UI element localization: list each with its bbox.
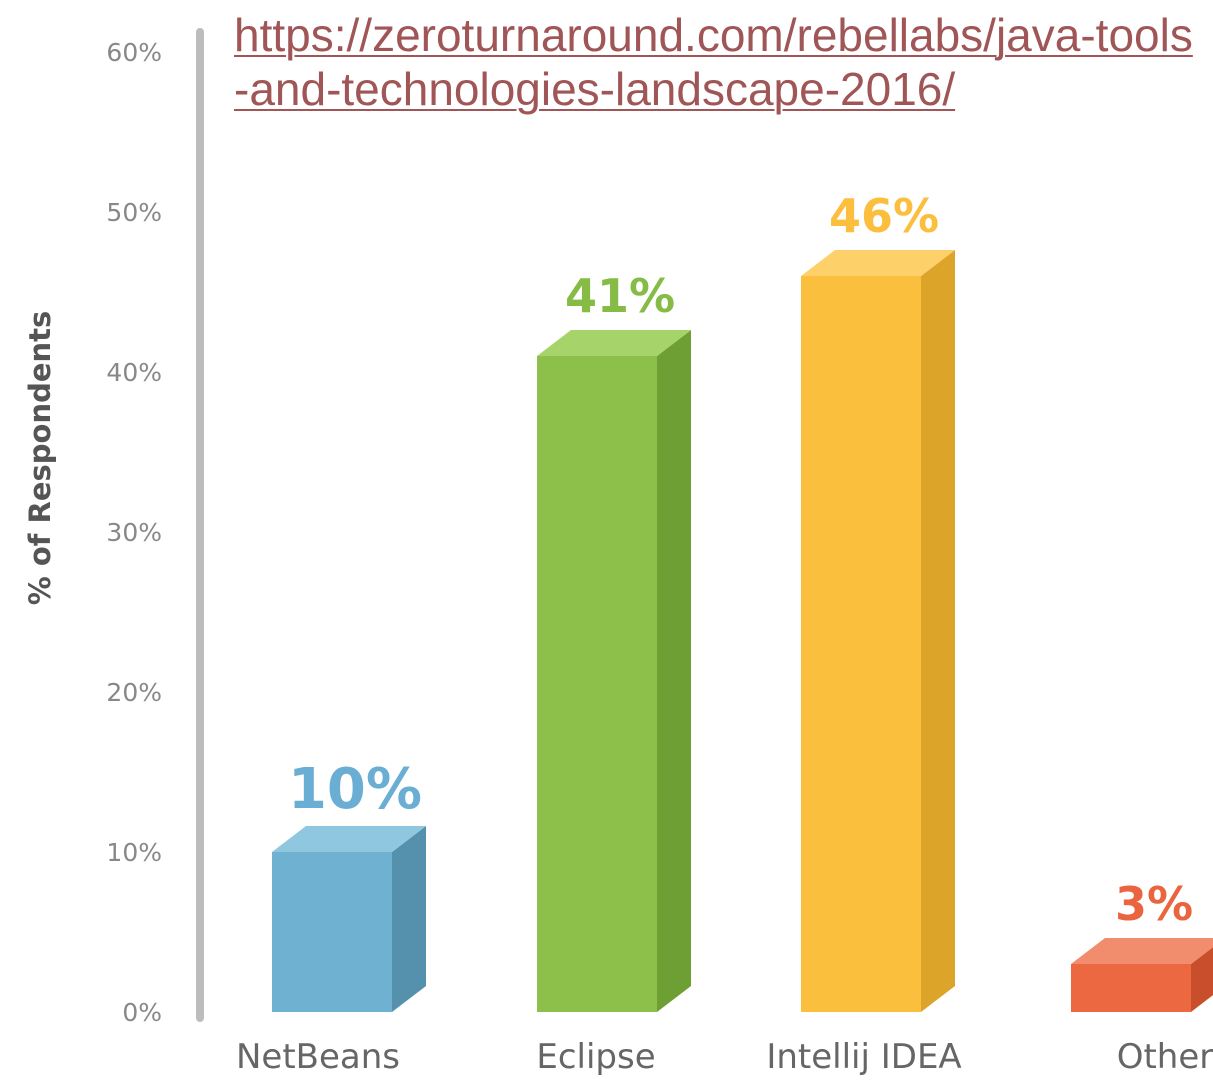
x-tick-label: Intellij IDEA xyxy=(766,1037,961,1077)
y-tick-label: 30% xyxy=(106,518,162,547)
bar-side xyxy=(921,250,955,1012)
x-tick-label: NetBeans xyxy=(236,1037,400,1077)
bar xyxy=(537,330,691,1012)
bar-top xyxy=(1071,938,1213,964)
x-tick-label: Other xyxy=(1117,1037,1213,1077)
y-axis: 0% 10% 20% 30% 40% 50% 60% xyxy=(106,28,204,1027)
y-tick-label: 0% xyxy=(122,998,162,1027)
bar xyxy=(272,826,426,1012)
bar-side xyxy=(657,330,691,1012)
y-tick-label: 10% xyxy=(106,838,162,867)
bar xyxy=(801,250,955,1012)
data-label: 46% xyxy=(829,189,939,243)
bar-front xyxy=(537,356,657,1012)
bar xyxy=(1071,938,1213,1012)
y-tick-label: 50% xyxy=(106,198,162,227)
bar-side xyxy=(1191,947,1213,1012)
bar-top xyxy=(537,330,691,356)
y-tick-label: 20% xyxy=(106,678,162,707)
y-axis-title: % of Respondents xyxy=(23,310,57,606)
x-tick-label: Eclipse xyxy=(536,1037,655,1077)
y-tick-label: 60% xyxy=(106,38,162,67)
bar-side xyxy=(392,826,426,1012)
bar-top xyxy=(272,826,426,852)
bar-front xyxy=(801,276,921,1012)
data-label: 3% xyxy=(1115,877,1193,931)
bar-top xyxy=(801,250,955,276)
y-tick-label: 40% xyxy=(106,358,162,387)
bar-front xyxy=(272,852,392,1012)
bar-front xyxy=(1071,964,1191,1012)
bars xyxy=(272,250,1213,1012)
data-label: 10% xyxy=(288,757,422,822)
labels: 10% NetBeans 41% Eclipse 46% Intellij IDEA 3% O… xyxy=(236,189,1213,1077)
source-link[interactable]: https://zeroturnaround.com/rebellabs/jav… xyxy=(234,9,1193,115)
data-label: 41% xyxy=(565,269,675,323)
